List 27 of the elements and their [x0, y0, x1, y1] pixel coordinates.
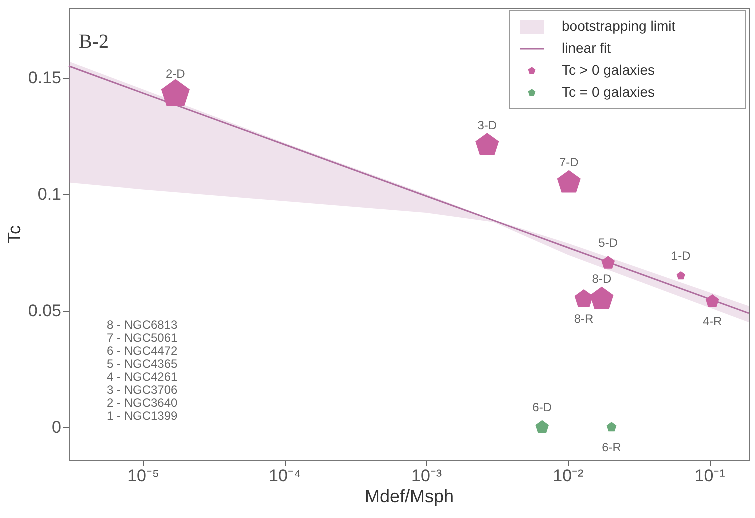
annotation: 5-D — [598, 236, 618, 250]
annotation: bootstrapping limit — [562, 18, 676, 34]
annotation: 1-D — [671, 248, 692, 263]
annotation: 6-R — [602, 440, 622, 454]
y-tick-label: 0.05 — [28, 301, 62, 320]
annotation: 4-R — [702, 314, 723, 329]
annotation: 6-D — [532, 400, 552, 414]
x-tick-label: 10⁻² — [553, 466, 584, 486]
x-tick-label: 10⁻³ — [411, 466, 442, 486]
x-axis-title: Mdef/Msph — [364, 486, 454, 506]
annotation: 2-D — [166, 67, 186, 82]
legend-label: Tc > 0 galaxies — [562, 62, 655, 78]
y-tick-label: 0.15 — [28, 68, 62, 88]
x-tick-label: 10⁻¹ — [694, 466, 726, 486]
annotation: 8 - NGC6813 7 - NGC5061 6 - NGC4472 5 - NGC4365 4 - NGC4261 3 - NGC3706 2 - NGC3640 1 - NGC1399 — [107, 318, 178, 423]
x-tick-label: 10⁻⁵ — [128, 466, 160, 486]
x-tick-label: 10⁻⁴ — [269, 466, 302, 486]
y-axis-title: Tc — [4, 226, 24, 244]
y-tick-label: 0 — [52, 418, 62, 437]
legend-label: linear fit — [562, 40, 612, 56]
annotation: B-2 — [79, 31, 109, 53]
y-tick-label: 0.1 — [38, 184, 62, 204]
annotation: 8-R — [574, 312, 594, 326]
legend-label: Tc = 0 galaxies — [562, 84, 655, 100]
annotation: 3-D — [478, 118, 498, 132]
annotation: 8-D — [592, 272, 612, 286]
annotation: 7-D — [559, 156, 580, 170]
